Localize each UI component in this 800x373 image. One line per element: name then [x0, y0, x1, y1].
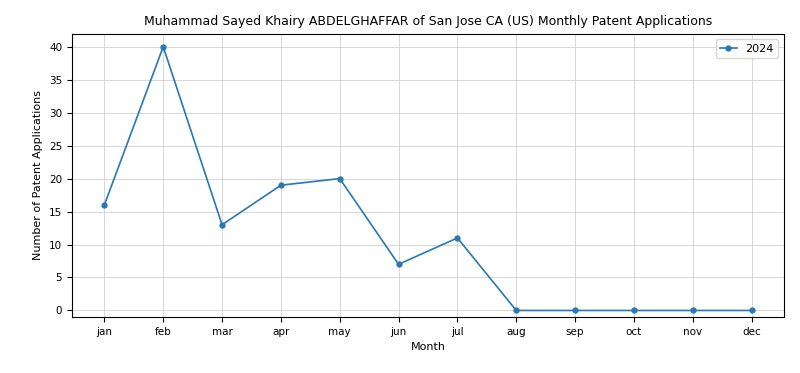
2024 — [335, 176, 345, 181]
2024 — [511, 308, 521, 313]
2024 — [629, 308, 638, 313]
2024 — [688, 308, 698, 313]
Legend: 2024: 2024 — [716, 39, 778, 58]
2024 — [570, 308, 580, 313]
2024 — [218, 223, 227, 227]
Y-axis label: Number of Patent Applications: Number of Patent Applications — [34, 90, 43, 260]
Title: Muhammad Sayed Khairy ABDELGHAFFAR of San Jose CA (US) Monthly Patent Applicatio: Muhammad Sayed Khairy ABDELGHAFFAR of Sa… — [144, 15, 712, 28]
Line: 2024: 2024 — [102, 44, 754, 313]
X-axis label: Month: Month — [410, 342, 446, 352]
2024 — [747, 308, 757, 313]
2024 — [276, 183, 286, 188]
2024 — [158, 44, 168, 49]
2024 — [453, 236, 462, 240]
2024 — [99, 203, 109, 207]
2024 — [394, 262, 403, 267]
